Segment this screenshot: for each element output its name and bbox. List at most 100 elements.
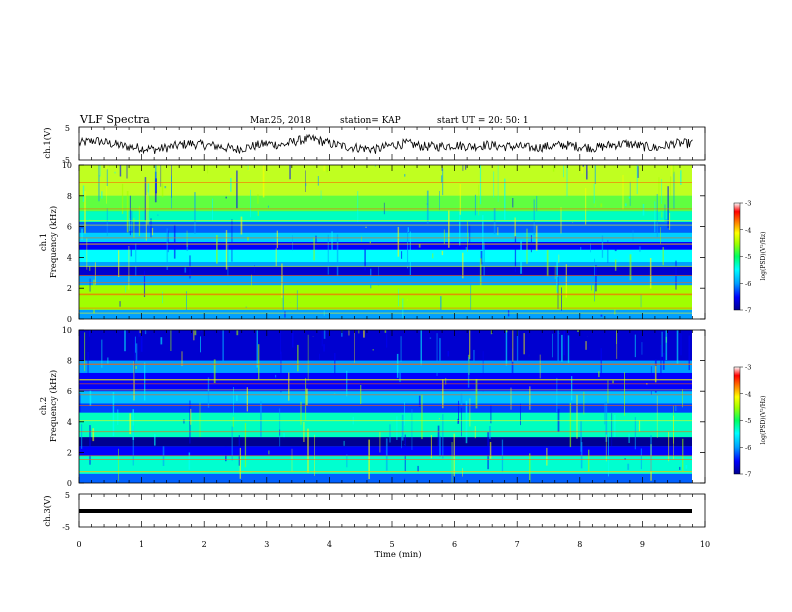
- spectrogram-streak: [594, 165, 596, 184]
- spectrogram-streak: [155, 165, 157, 192]
- spectrogram-streak: [580, 442, 583, 469]
- spectrogram-streak: [364, 248, 366, 271]
- spectrogram-streak: [89, 425, 91, 465]
- ch2-spec-ytick-label: 8: [67, 357, 72, 366]
- spectrogram-streak: [230, 178, 232, 192]
- spectrogram-streak: [305, 182, 307, 187]
- spectrogram-streak: [385, 438, 388, 471]
- spectrogram-streak: [89, 278, 91, 292]
- spectrogram-streak: [194, 330, 197, 336]
- spectrogram-streak: [591, 285, 592, 291]
- spectrogram-streak: [101, 339, 103, 368]
- spectrogram-streak: [685, 465, 688, 469]
- spectrogram-streak: [634, 334, 636, 358]
- spectrogram-streak: [279, 408, 281, 447]
- spectrogram-streak: [147, 183, 150, 197]
- ch1-spec-ylabel-freq: Frequency (kHz): [48, 206, 59, 278]
- spectrogram-streak: [121, 183, 124, 214]
- spectrogram-streak: [459, 184, 461, 215]
- ch1-colorbar-tick-label: -6: [745, 280, 751, 288]
- spectrogram-streak: [399, 370, 401, 382]
- spectrogram-streak: [357, 191, 359, 222]
- spectrogram-streak: [383, 202, 385, 215]
- spectrogram-streak: [389, 424, 391, 443]
- ch2-colorbar-label: log(PSD)(V²/Hz): [760, 396, 767, 445]
- spectrogram-band: [79, 309, 692, 319]
- spectrogram-streak: [474, 194, 476, 216]
- spectrogram-streak: [529, 386, 531, 410]
- spectrogram-streak: [283, 432, 285, 438]
- spectrogram-streak: [673, 171, 675, 209]
- spectrogram-streak: [436, 333, 438, 376]
- spectrogram-streak: [313, 237, 315, 261]
- spectrogram-band: [79, 232, 692, 242]
- spectrogram-streak: [682, 389, 683, 408]
- spectrogram-streak: [143, 270, 146, 297]
- spectrogram-streak: [246, 387, 248, 412]
- spectrogram-line: [79, 363, 692, 365]
- spectrogram-streak: [664, 204, 666, 223]
- spectrogram-streak: [426, 203, 428, 205]
- spectrogram-streak: [418, 395, 421, 407]
- spectrogram-streak: [125, 285, 127, 293]
- spectrogram-streak: [81, 228, 83, 240]
- ch2-colorbar: [733, 366, 741, 475]
- spectrogram-streak: [546, 250, 549, 277]
- spectrogram-streak: [593, 184, 595, 204]
- spectrogram-band: [79, 372, 692, 392]
- ch1-colorbar-tick-label: -5: [745, 253, 751, 261]
- spectrogram-streak: [482, 215, 484, 250]
- spectrogram-streak: [144, 330, 147, 335]
- ch1-colorbar-tick-label: -3: [745, 200, 751, 208]
- ch2-spec-ytick-label: 2: [67, 448, 72, 457]
- spectrogram-streak: [600, 314, 603, 317]
- spectrogram-streak: [608, 432, 609, 477]
- x-tick-label: 5: [389, 540, 394, 549]
- spectrogram-streak: [461, 407, 462, 437]
- spectrogram-streak: [563, 165, 564, 178]
- spectrogram-streak: [283, 382, 285, 390]
- spectrogram-streak: [296, 290, 298, 315]
- x-tick-label: 8: [577, 540, 582, 549]
- ch1-spec-ytick-label: 8: [67, 192, 72, 201]
- spectrogram-streak: [594, 258, 595, 302]
- spectrogram-line: [79, 182, 692, 183]
- spectrogram-streak: [607, 380, 609, 404]
- ch1-spec-ytick-label: 6: [67, 223, 72, 232]
- spectrogram-streak: [475, 379, 478, 409]
- spectrogram-streak: [327, 234, 329, 275]
- spectrogram-streak: [213, 359, 216, 383]
- spectrogram-streak: [682, 438, 684, 471]
- ch1-spec-ylabel-ch: ch.1: [39, 233, 49, 251]
- spectrogram-streak: [89, 330, 90, 337]
- spectrogram-streak: [307, 428, 309, 473]
- spectrogram-streak: [557, 276, 559, 309]
- spectrogram-streak: [479, 165, 482, 205]
- spectrogram-streak: [87, 352, 89, 388]
- spectrogram-streak: [621, 250, 622, 262]
- spectrogram-streak: [442, 168, 444, 196]
- spectrogram-streak: [138, 330, 140, 337]
- spectrogram-streak: [638, 420, 641, 432]
- spectrogram-streak: [397, 226, 400, 257]
- spectrogram-line: [79, 364, 692, 365]
- spectrogram-streak: [675, 405, 677, 412]
- spectrogram-streak: [231, 426, 233, 461]
- spectrogram-streak: [200, 336, 201, 353]
- spectrogram-streak: [514, 236, 517, 272]
- spectrogram-streak: [314, 434, 315, 476]
- spectrogram-streak: [135, 336, 136, 353]
- spectrogram-line: [79, 275, 692, 276]
- spectrogram-streak: [292, 235, 293, 251]
- spectrogram-streak: [512, 330, 514, 362]
- spectrogram-streak: [580, 421, 582, 452]
- spectrogram-streak: [236, 170, 238, 209]
- spectrogram-streak: [89, 219, 91, 221]
- spectrogram-streak: [656, 194, 658, 238]
- spectrogram-line: [79, 405, 692, 406]
- spectrogram-streak: [331, 231, 333, 252]
- spectrogram-streak: [670, 176, 671, 196]
- spectrogram-band: [79, 211, 692, 222]
- spectrogram-line: [79, 394, 692, 396]
